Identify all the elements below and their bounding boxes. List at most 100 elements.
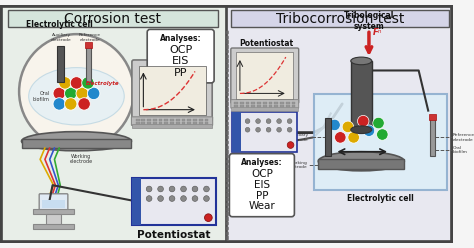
Bar xyxy=(187,122,191,124)
Bar xyxy=(246,102,249,104)
Circle shape xyxy=(53,98,65,110)
Circle shape xyxy=(181,186,186,192)
Circle shape xyxy=(78,98,91,110)
FancyBboxPatch shape xyxy=(231,100,299,108)
Bar xyxy=(231,107,298,111)
Circle shape xyxy=(255,127,260,132)
Text: PP: PP xyxy=(174,68,187,78)
Text: Analyses:: Analyses: xyxy=(241,158,283,167)
Bar xyxy=(57,46,64,82)
Text: OCP: OCP xyxy=(251,169,273,179)
Bar xyxy=(42,200,65,208)
Text: PP: PP xyxy=(255,191,268,201)
Text: Reference
electrode: Reference electrode xyxy=(79,33,101,42)
Text: Wear: Wear xyxy=(248,201,275,212)
FancyBboxPatch shape xyxy=(229,154,294,217)
Circle shape xyxy=(82,77,94,89)
Bar xyxy=(269,102,273,104)
Circle shape xyxy=(146,196,152,201)
Bar xyxy=(286,102,290,104)
FancyBboxPatch shape xyxy=(232,112,297,152)
Bar xyxy=(34,224,73,229)
Bar xyxy=(22,139,131,148)
Circle shape xyxy=(204,196,210,201)
Bar xyxy=(430,118,435,156)
Bar xyxy=(234,105,238,107)
Circle shape xyxy=(363,125,374,136)
Bar xyxy=(193,122,197,124)
Bar xyxy=(292,102,295,104)
Text: OCP: OCP xyxy=(169,45,192,55)
Circle shape xyxy=(245,119,250,124)
Bar xyxy=(325,118,331,156)
Text: F: F xyxy=(373,28,379,37)
Bar xyxy=(269,105,273,107)
Bar xyxy=(136,122,139,124)
Circle shape xyxy=(287,127,292,132)
Text: Electrolytic cell: Electrolytic cell xyxy=(347,194,414,203)
Bar xyxy=(251,105,255,107)
Bar xyxy=(274,105,278,107)
Bar xyxy=(263,105,267,107)
Bar xyxy=(199,122,202,124)
FancyBboxPatch shape xyxy=(132,60,212,121)
Text: Auxiliary
electrode: Auxiliary electrode xyxy=(51,33,72,42)
Bar xyxy=(199,119,202,121)
Circle shape xyxy=(287,142,294,148)
Circle shape xyxy=(287,119,292,124)
Bar xyxy=(429,114,436,120)
Text: Auxiliary
electrode: Auxiliary electrode xyxy=(288,133,309,142)
Text: Electrolyte: Electrolyte xyxy=(86,81,119,86)
Bar xyxy=(153,119,157,121)
FancyBboxPatch shape xyxy=(39,194,68,210)
Bar xyxy=(257,102,261,104)
Bar xyxy=(286,105,290,107)
Text: Working
electrode: Working electrode xyxy=(70,154,93,164)
Circle shape xyxy=(181,196,186,201)
Bar xyxy=(240,105,244,107)
Text: EIS: EIS xyxy=(172,56,189,66)
Bar xyxy=(176,122,180,124)
Bar xyxy=(240,102,244,104)
Bar xyxy=(132,178,141,225)
Ellipse shape xyxy=(28,68,124,125)
Bar xyxy=(159,122,163,124)
Circle shape xyxy=(277,127,282,132)
Bar xyxy=(159,119,163,121)
Bar xyxy=(193,119,197,121)
Text: Oral
biofilm: Oral biofilm xyxy=(453,146,468,154)
Bar xyxy=(187,119,191,121)
Bar xyxy=(292,105,295,107)
Bar xyxy=(280,105,284,107)
Text: Potentiostat: Potentiostat xyxy=(239,39,293,48)
Bar xyxy=(234,102,238,104)
Circle shape xyxy=(205,214,212,221)
Text: Working
electrode: Working electrode xyxy=(287,161,308,169)
Bar xyxy=(46,214,61,225)
Bar xyxy=(2,7,226,241)
Bar xyxy=(132,124,212,128)
Text: EIS: EIS xyxy=(254,180,270,190)
FancyBboxPatch shape xyxy=(231,10,449,28)
Circle shape xyxy=(348,132,359,143)
Bar xyxy=(34,209,73,214)
Bar xyxy=(246,105,249,107)
Bar xyxy=(136,119,139,121)
Text: Oral
biofilm: Oral biofilm xyxy=(33,91,50,102)
Circle shape xyxy=(245,127,250,132)
Circle shape xyxy=(277,119,282,124)
Bar xyxy=(141,119,146,121)
Bar xyxy=(274,102,278,104)
FancyBboxPatch shape xyxy=(313,94,447,190)
Ellipse shape xyxy=(318,152,404,171)
Bar xyxy=(236,52,293,99)
Circle shape xyxy=(146,186,152,192)
Text: Tribocorrosion test: Tribocorrosion test xyxy=(276,12,404,26)
Bar xyxy=(351,61,372,130)
Circle shape xyxy=(70,77,82,89)
Circle shape xyxy=(204,186,210,192)
Bar xyxy=(205,119,209,121)
Ellipse shape xyxy=(21,132,131,151)
Circle shape xyxy=(335,132,346,143)
Bar xyxy=(170,119,174,121)
